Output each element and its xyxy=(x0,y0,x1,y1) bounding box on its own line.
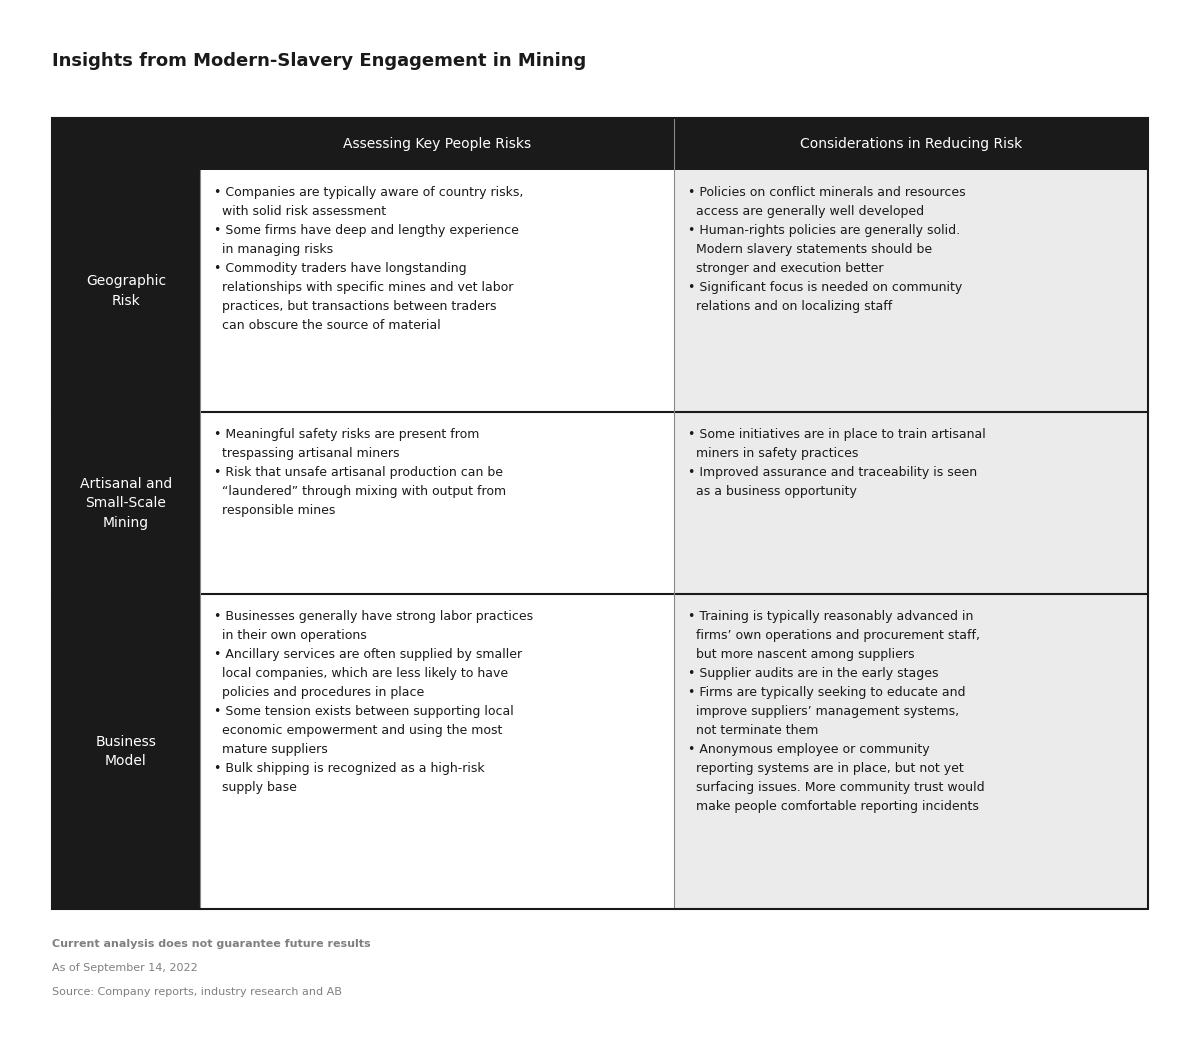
Text: • Meaningful safety risks are present from
  trespassing artisanal miners
• Risk: • Meaningful safety risks are present fr… xyxy=(214,428,506,517)
Bar xyxy=(200,170,674,412)
Text: • Businesses generally have strong labor practices
  in their own operations
• A: • Businesses generally have strong labor… xyxy=(214,610,533,794)
Bar xyxy=(52,118,1148,909)
Text: • Companies are typically aware of country risks,
  with solid risk assessment
•: • Companies are typically aware of count… xyxy=(214,186,523,332)
Text: • Training is typically reasonably advanced in
  firms’ own operations and procu: • Training is typically reasonably advan… xyxy=(688,610,985,813)
Bar xyxy=(52,118,1148,170)
Bar xyxy=(52,412,200,594)
Bar xyxy=(52,170,200,412)
Bar xyxy=(674,594,1148,909)
Text: Insights from Modern-Slavery Engagement in Mining: Insights from Modern-Slavery Engagement … xyxy=(52,51,587,70)
Text: Assessing Key People Risks: Assessing Key People Risks xyxy=(343,137,532,151)
Text: Source: Company reports, industry research and AB: Source: Company reports, industry resear… xyxy=(52,987,342,997)
Bar xyxy=(200,412,674,594)
Text: • Some initiatives are in place to train artisanal
  miners in safety practices
: • Some initiatives are in place to train… xyxy=(688,428,985,498)
Text: As of September 14, 2022: As of September 14, 2022 xyxy=(52,963,198,973)
Text: Geographic
Risk: Geographic Risk xyxy=(86,274,166,308)
Text: Business
Model: Business Model xyxy=(96,735,156,768)
Text: Considerations in Reducing Risk: Considerations in Reducing Risk xyxy=(800,137,1022,151)
Bar xyxy=(674,412,1148,594)
Bar xyxy=(52,594,200,909)
Bar xyxy=(200,594,674,909)
Text: Current analysis does not guarantee future results: Current analysis does not guarantee futu… xyxy=(52,939,371,949)
Bar xyxy=(674,170,1148,412)
Text: Artisanal and
Small-Scale
Mining: Artisanal and Small-Scale Mining xyxy=(80,476,172,530)
Text: • Policies on conflict minerals and resources
  access are generally well develo: • Policies on conflict minerals and reso… xyxy=(688,186,966,313)
